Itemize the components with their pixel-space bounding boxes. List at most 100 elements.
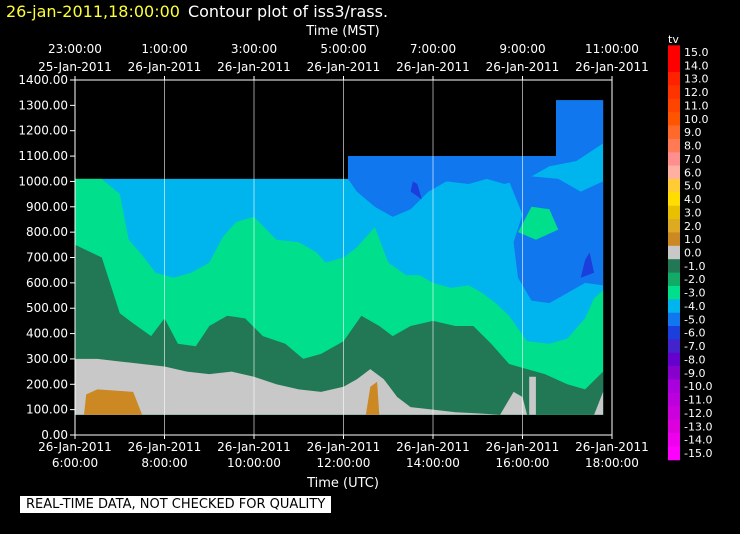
y-tick-label: 600.00 — [26, 276, 68, 290]
y-tick-label: 300.00 — [26, 352, 68, 366]
x-bottom-tick-date: 26-Jan-2011 — [38, 440, 112, 454]
colorbar-swatch — [668, 125, 680, 140]
x-bottom-tick-date: 26-Jan-2011 — [486, 440, 560, 454]
contour-region-green-layer — [75, 244, 604, 415]
colorbar-swatch — [668, 259, 680, 274]
colorbar-level-label: 12.0 — [684, 86, 709, 99]
x-top-tick-time: 11:00:00 — [585, 42, 639, 56]
y-tick-label: 1000.00 — [18, 174, 68, 188]
colorbar-level-label: 4.0 — [684, 193, 702, 206]
contour-region-gray-layer — [75, 358, 501, 415]
contour-region-dark-blue-core — [410, 181, 422, 200]
title-row: 26-jan-2011,18:00:00 Contour plot of iss3… — [6, 2, 388, 21]
contour-region-gray-bottom-right — [500, 391, 527, 415]
colorbar-level-label: 0.0 — [684, 247, 702, 260]
contour-region-orange-left — [84, 389, 143, 415]
y-tick-label: 1100.00 — [18, 149, 68, 163]
title-timestamp: 26-jan-2011,18:00:00 — [6, 2, 180, 21]
colorbar-swatch — [668, 366, 680, 381]
colorbar-level-label: 5.0 — [684, 180, 702, 193]
colorbar-swatch — [668, 406, 680, 421]
x-bottom-tick-date: 26-Jan-2011 — [575, 440, 649, 454]
x-bottom-tick-time: 12:00:00 — [317, 456, 371, 470]
contour-region-mint-pocket — [518, 206, 559, 240]
chart-title: Contour plot of iss3/rass. — [187, 2, 389, 21]
colorbar-swatch — [668, 219, 680, 234]
y-tick-label: 700.00 — [26, 251, 68, 265]
contour-regions — [75, 100, 604, 415]
y-tick-label: 1200.00 — [18, 124, 68, 138]
colorbar-swatch — [668, 192, 680, 207]
colorbar-level-label: -9.0 — [684, 367, 705, 380]
y-tick-label: 200.00 — [26, 377, 68, 391]
colorbar-swatch — [668, 446, 680, 461]
y-tick-label: 100.00 — [26, 403, 68, 417]
y-tick-label: 500.00 — [26, 301, 68, 315]
x-bottom-tick-time: 16:00:00 — [496, 456, 550, 470]
x-bottom-tick-date: 26-Jan-2011 — [396, 440, 470, 454]
x-bottom-tick-date: 26-Jan-2011 — [128, 440, 202, 454]
colorbar-swatch — [668, 326, 680, 340]
colorbar-level-label: 1.0 — [684, 233, 702, 246]
contour-region-gray-spike — [529, 376, 536, 415]
colorbar-level-label: -10.0 — [684, 380, 712, 393]
y-tick-label: 1300.00 — [18, 98, 68, 112]
colorbar-swatch — [668, 432, 680, 447]
colorbar-level-label: 8.0 — [684, 140, 702, 153]
x-top-tick-date: 26-Jan-2011 — [396, 60, 470, 74]
colorbar-level-label: 15.0 — [684, 46, 709, 59]
x-top-tick-date: 25-Jan-2011 — [38, 60, 112, 74]
colorbar-level-label: -13.0 — [684, 420, 712, 433]
colorbar-swatch — [668, 299, 680, 314]
y-axis: 0.00 100.00 200.00 300.00 400.00 500.00 600.00… — [18, 73, 75, 442]
x-top-tick-time: 9:00:00 — [499, 42, 545, 56]
colorbar-level-label: -4.0 — [684, 300, 705, 313]
colorbar-swatch — [668, 165, 680, 180]
contour-region-gray-edge — [594, 391, 604, 415]
colorbar-level-label: 11.0 — [684, 100, 709, 113]
x-top-tick-time: 1:00:00 — [141, 42, 187, 56]
colorbar-swatch — [668, 232, 680, 247]
x-bottom-tick-time: 6:00:00 — [52, 456, 98, 470]
x-top-axis: 23:00:00 25-Jan-2011 1:00:00 26-Jan-2011 3:0… — [38, 42, 649, 80]
x-top-axis-title: Time (MST) — [305, 24, 380, 39]
x-top-tick-date: 26-Jan-2011 — [575, 60, 649, 74]
colorbar-level-label: -5.0 — [684, 313, 705, 326]
colorbar-swatch — [668, 312, 680, 327]
x-bottom-tick-time: 10:00:00 — [227, 456, 281, 470]
colorbar-level-label: 3.0 — [684, 206, 702, 219]
colorbar-level-label: 6.0 — [684, 166, 702, 179]
colorbar-swatch — [668, 138, 680, 153]
x-bottom-axis: 26-Jan-2011 6:00:00 26-Jan-2011 8:00:00 26-J… — [38, 435, 649, 470]
colorbar-level-label: -12.0 — [684, 407, 712, 420]
x-top-tick-time: 5:00:00 — [320, 42, 366, 56]
x-top-tick-time: 7:00:00 — [410, 42, 456, 56]
y-tick-label: 900.00 — [26, 200, 68, 214]
x-bottom-tick-date: 26-Jan-2011 — [307, 440, 381, 454]
colorbar-swatch — [668, 112, 680, 127]
colorbar-level-label: -1.0 — [684, 260, 705, 273]
colorbar-level-label: -11.0 — [684, 394, 712, 407]
colorbar-title: tv — [668, 33, 679, 46]
colorbar-swatch — [668, 58, 680, 73]
x-top-tick-time: 23:00:00 — [48, 42, 102, 56]
colorbar-swatch — [668, 45, 680, 60]
colorbar-level-label: 10.0 — [684, 113, 709, 126]
colorbar-level-label: -8.0 — [684, 353, 705, 366]
x-top-tick-time: 3:00:00 — [231, 42, 277, 56]
y-tick-label: 0.00 — [41, 428, 68, 442]
contour-region-orange-spike — [365, 381, 380, 415]
colorbar-swatch — [668, 379, 680, 394]
colorbar-swatch — [668, 152, 680, 167]
colorbar-level-label: -14.0 — [684, 434, 712, 447]
colorbar-swatch — [668, 285, 680, 300]
colorbar-level-label: 9.0 — [684, 126, 702, 139]
colorbar-level-label: -7.0 — [684, 340, 705, 353]
colorbar-level-label: -6.0 — [684, 327, 705, 340]
colorbar-legend: 15.014.013.012.011.010.09.08.07.06.05.04… — [668, 45, 712, 461]
colorbar-swatch — [668, 272, 680, 287]
x-top-tick-date: 26-Jan-2011 — [307, 60, 381, 74]
colorbar-swatch — [668, 339, 680, 354]
colorbar-level-label: -3.0 — [684, 287, 705, 300]
